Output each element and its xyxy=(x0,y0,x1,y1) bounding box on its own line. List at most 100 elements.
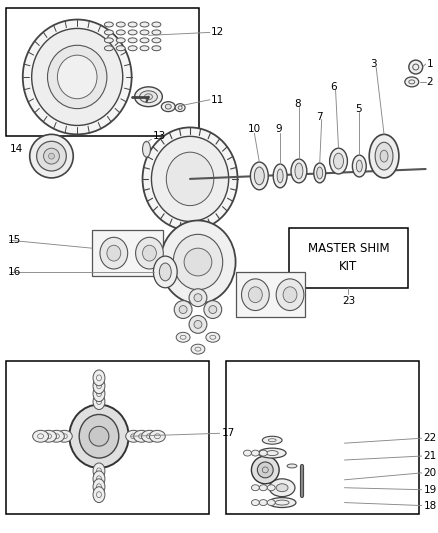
Ellipse shape xyxy=(93,370,105,386)
Ellipse shape xyxy=(128,46,137,51)
Ellipse shape xyxy=(140,30,149,35)
Ellipse shape xyxy=(194,320,202,328)
Ellipse shape xyxy=(140,46,149,51)
Ellipse shape xyxy=(166,152,214,206)
Text: 22: 22 xyxy=(424,433,437,443)
Ellipse shape xyxy=(104,38,113,43)
Text: 11: 11 xyxy=(211,95,224,104)
Ellipse shape xyxy=(142,141,151,157)
Text: 23: 23 xyxy=(342,296,355,306)
Text: 12: 12 xyxy=(211,27,224,37)
Ellipse shape xyxy=(277,169,283,183)
Ellipse shape xyxy=(93,463,105,479)
Text: 18: 18 xyxy=(424,500,437,511)
Ellipse shape xyxy=(206,332,220,342)
Ellipse shape xyxy=(93,394,105,409)
Text: 8: 8 xyxy=(294,99,300,109)
Ellipse shape xyxy=(194,294,202,302)
Text: 9: 9 xyxy=(275,124,282,134)
Ellipse shape xyxy=(267,484,275,491)
Ellipse shape xyxy=(179,305,187,313)
Ellipse shape xyxy=(330,148,347,174)
Ellipse shape xyxy=(254,167,264,185)
Ellipse shape xyxy=(287,464,297,468)
Text: 21: 21 xyxy=(424,451,437,461)
Ellipse shape xyxy=(276,484,288,491)
Ellipse shape xyxy=(142,127,237,230)
Ellipse shape xyxy=(191,344,205,354)
Ellipse shape xyxy=(291,159,307,183)
Bar xyxy=(6,361,209,514)
Ellipse shape xyxy=(104,46,113,51)
Ellipse shape xyxy=(145,94,152,100)
Ellipse shape xyxy=(176,332,190,342)
Text: 14: 14 xyxy=(10,144,23,154)
Ellipse shape xyxy=(117,38,125,43)
Ellipse shape xyxy=(380,150,388,162)
Text: 15: 15 xyxy=(8,235,21,245)
Ellipse shape xyxy=(136,237,163,269)
Ellipse shape xyxy=(32,28,123,125)
Bar xyxy=(226,361,419,514)
Ellipse shape xyxy=(152,136,229,222)
Ellipse shape xyxy=(269,479,295,497)
Ellipse shape xyxy=(93,386,105,401)
Text: 7: 7 xyxy=(316,111,322,122)
Ellipse shape xyxy=(258,448,286,458)
Text: 3: 3 xyxy=(370,59,377,69)
Ellipse shape xyxy=(258,462,273,478)
Ellipse shape xyxy=(152,38,161,43)
Ellipse shape xyxy=(204,301,222,318)
Ellipse shape xyxy=(117,30,125,35)
Text: MASTER SHIM: MASTER SHIM xyxy=(307,241,389,255)
Ellipse shape xyxy=(173,235,223,290)
Bar xyxy=(289,229,408,288)
Ellipse shape xyxy=(267,499,275,505)
Ellipse shape xyxy=(140,91,157,103)
Text: 17: 17 xyxy=(222,429,235,438)
Ellipse shape xyxy=(43,148,60,164)
Ellipse shape xyxy=(89,426,109,446)
Ellipse shape xyxy=(334,153,343,169)
Ellipse shape xyxy=(241,279,269,311)
Ellipse shape xyxy=(209,305,217,313)
Text: 20: 20 xyxy=(424,468,437,478)
Text: 2: 2 xyxy=(427,77,433,87)
Ellipse shape xyxy=(93,487,105,503)
Ellipse shape xyxy=(244,450,251,456)
Ellipse shape xyxy=(41,430,57,442)
Ellipse shape xyxy=(268,498,296,507)
Ellipse shape xyxy=(117,46,125,51)
Ellipse shape xyxy=(69,405,129,468)
Ellipse shape xyxy=(30,134,73,178)
Text: 1: 1 xyxy=(427,59,433,69)
Ellipse shape xyxy=(159,263,171,281)
Ellipse shape xyxy=(357,160,362,172)
Ellipse shape xyxy=(375,142,393,170)
Ellipse shape xyxy=(175,104,185,111)
Ellipse shape xyxy=(251,162,268,190)
Ellipse shape xyxy=(93,479,105,495)
Ellipse shape xyxy=(317,167,323,179)
Ellipse shape xyxy=(251,484,259,491)
Ellipse shape xyxy=(134,430,149,442)
Ellipse shape xyxy=(262,436,282,444)
Ellipse shape xyxy=(189,316,207,333)
Ellipse shape xyxy=(369,134,399,178)
Bar xyxy=(6,7,199,136)
Text: 19: 19 xyxy=(424,484,437,495)
Ellipse shape xyxy=(295,163,303,179)
Ellipse shape xyxy=(79,415,119,458)
Ellipse shape xyxy=(259,450,267,456)
Ellipse shape xyxy=(152,46,161,51)
Text: 10: 10 xyxy=(247,124,261,134)
Ellipse shape xyxy=(276,279,304,311)
Ellipse shape xyxy=(126,430,141,442)
Ellipse shape xyxy=(189,289,207,306)
Ellipse shape xyxy=(23,20,132,134)
Ellipse shape xyxy=(248,287,262,303)
Bar xyxy=(92,230,163,276)
Text: 5: 5 xyxy=(355,103,362,114)
Ellipse shape xyxy=(117,22,125,27)
Ellipse shape xyxy=(140,22,149,27)
